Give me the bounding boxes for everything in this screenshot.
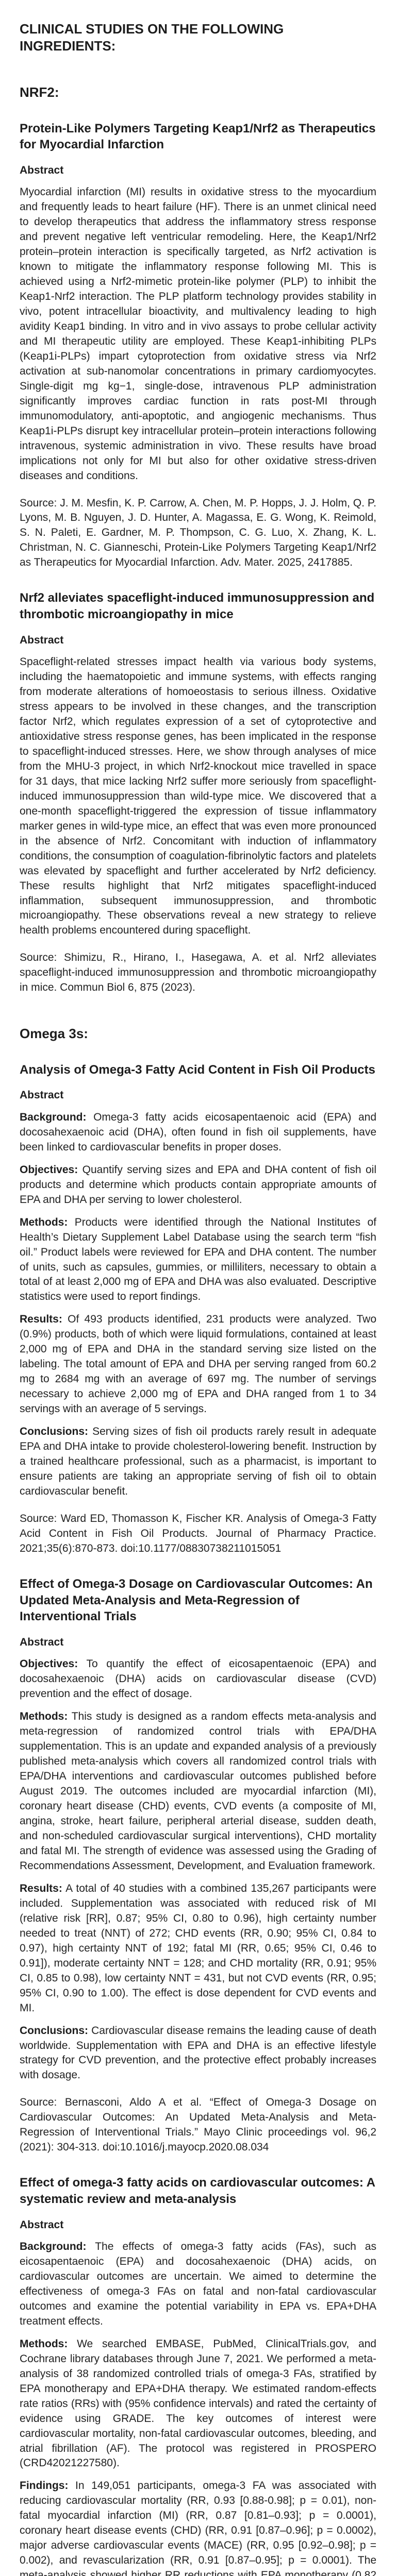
paragraph-text: To quantify the effect of eicosapentaeno… bbox=[20, 1658, 376, 1700]
paragraph-label: Background: bbox=[20, 1111, 87, 1123]
abstract-paragraph: Methods: This study is designed as a ran… bbox=[20, 1709, 376, 1874]
paragraph-label: Conclusions: bbox=[20, 2024, 89, 2037]
abstract-paragraph: Objectives: To quantify the effect of ei… bbox=[20, 1657, 376, 1702]
abstract-heading: Abstract bbox=[20, 634, 64, 646]
abstract-paragraph: Results: A total of 40 studies with a co… bbox=[20, 1882, 376, 2016]
paragraph-text: Serving sizes of fish oil products rarel… bbox=[20, 1426, 376, 1498]
paragraph-text: Myocardial infarction (MI) results in ox… bbox=[20, 186, 376, 482]
source-citation: Source: Bernasconi, Aldo A et al. “Effec… bbox=[20, 2096, 376, 2154]
abstract-paragraph: Objectives: Quantify serving sizes and E… bbox=[20, 1163, 376, 1208]
article-title: Protein-Like Polymers Targeting Keap1/Nr… bbox=[20, 121, 376, 152]
section-heading: Omega 3s: bbox=[20, 1026, 88, 1042]
abstract-paragraph: Conclusions: Serving sizes of fish oil p… bbox=[20, 1425, 376, 1499]
source-citation: Source: Ward ED, Thomasson K, Fischer KR… bbox=[20, 1513, 376, 1554]
abstract-heading: Abstract bbox=[20, 164, 64, 176]
paragraph-text: The effects of omega-3 fatty acids (FAs)… bbox=[20, 2240, 376, 2327]
sections-container: NRF2: Protein-Like Polymers Targeting Kea… bbox=[20, 84, 376, 2576]
paragraph-label: Background: bbox=[20, 2240, 87, 2252]
paragraph-label: Methods: bbox=[20, 1216, 68, 1228]
source-citation: Source: J. M. Mesfin, K. P. Carrow, A. C… bbox=[20, 497, 376, 569]
article-title: Effect of omega-3 fatty acids on cardiov… bbox=[20, 2176, 375, 2206]
abstract-paragraph: Myocardial infarction (MI) results in ox… bbox=[20, 185, 376, 483]
abstract-paragraph: Findings: In 149,051 participants, omega… bbox=[20, 2479, 376, 2576]
abstract-paragraph: Background: Omega-3 fatty acids eicosape… bbox=[20, 1110, 376, 1155]
paragraph-text: Of 493 products identified, 231 products… bbox=[20, 1313, 376, 1415]
section-heading: NRF2: bbox=[20, 84, 59, 100]
paragraph-text: We searched EMBASE, PubMed, ClinicalTria… bbox=[20, 2337, 376, 2469]
paragraph-text: This study is designed as a random effec… bbox=[20, 1710, 376, 1872]
abstract-paragraph: Background: The effects of omega-3 fatty… bbox=[20, 2240, 376, 2329]
abstract-paragraph: Methods: Products were identified throug… bbox=[20, 1215, 376, 1305]
article-title: Nrf2 alleviates spaceflight-induced immu… bbox=[20, 591, 375, 622]
abstract-paragraph: Conclusions: Cardiovascular disease rema… bbox=[20, 2024, 376, 2083]
article-title: Analysis of Omega-3 Fatty Acid Content i… bbox=[20, 1062, 375, 1077]
abstract-heading: Abstract bbox=[20, 1636, 64, 1648]
abstract-paragraph: Methods: We searched EMBASE, PubMed, Cli… bbox=[20, 2337, 376, 2471]
paragraph-label: Results: bbox=[20, 1313, 62, 1326]
paragraph-text: Cardiovascular disease remains the leadi… bbox=[20, 2024, 376, 2081]
abstract-paragraph: Spaceflight-related stresses impact heal… bbox=[20, 655, 376, 938]
abstract-paragraph: Results: Of 493 products identified, 231… bbox=[20, 1312, 376, 1417]
paragraph-label: Objectives: bbox=[20, 1658, 78, 1670]
paragraph-text: Quantify serving sizes and EPA and DHA c… bbox=[20, 1163, 376, 1206]
paragraph-text: A total of 40 studies with a combined 13… bbox=[20, 1882, 376, 2014]
paragraph-label: Conclusions: bbox=[20, 1426, 89, 1438]
page-title: CLINICAL STUDIES ON THE FOLLOWING INGRED… bbox=[20, 21, 284, 54]
paragraph-label: Findings: bbox=[20, 2480, 69, 2492]
paragraph-label: Results: bbox=[20, 1882, 62, 1894]
paragraph-text: Omega-3 fatty acids eicosapentaenoic aci… bbox=[20, 1111, 376, 1153]
source-citation: Source: Shimizu, R., Hirano, I., Hasegaw… bbox=[20, 952, 376, 994]
paragraph-label: Objectives: bbox=[20, 1163, 78, 1176]
paragraph-label: Methods: bbox=[20, 2337, 68, 2350]
paragraph-label: Methods: bbox=[20, 1710, 68, 1723]
paragraph-text: In 149,051 participants, omega-3 FA was … bbox=[20, 2480, 376, 2576]
abstract-heading: Abstract bbox=[20, 2218, 64, 2231]
paragraph-text: Products were identified through the Nat… bbox=[20, 1216, 376, 1303]
paragraph-text: Spaceflight-related stresses impact heal… bbox=[20, 656, 376, 937]
article-title: Effect of Omega-3 Dosage on Cardiovascul… bbox=[20, 1577, 373, 1624]
abstract-heading: Abstract bbox=[20, 1089, 64, 1101]
